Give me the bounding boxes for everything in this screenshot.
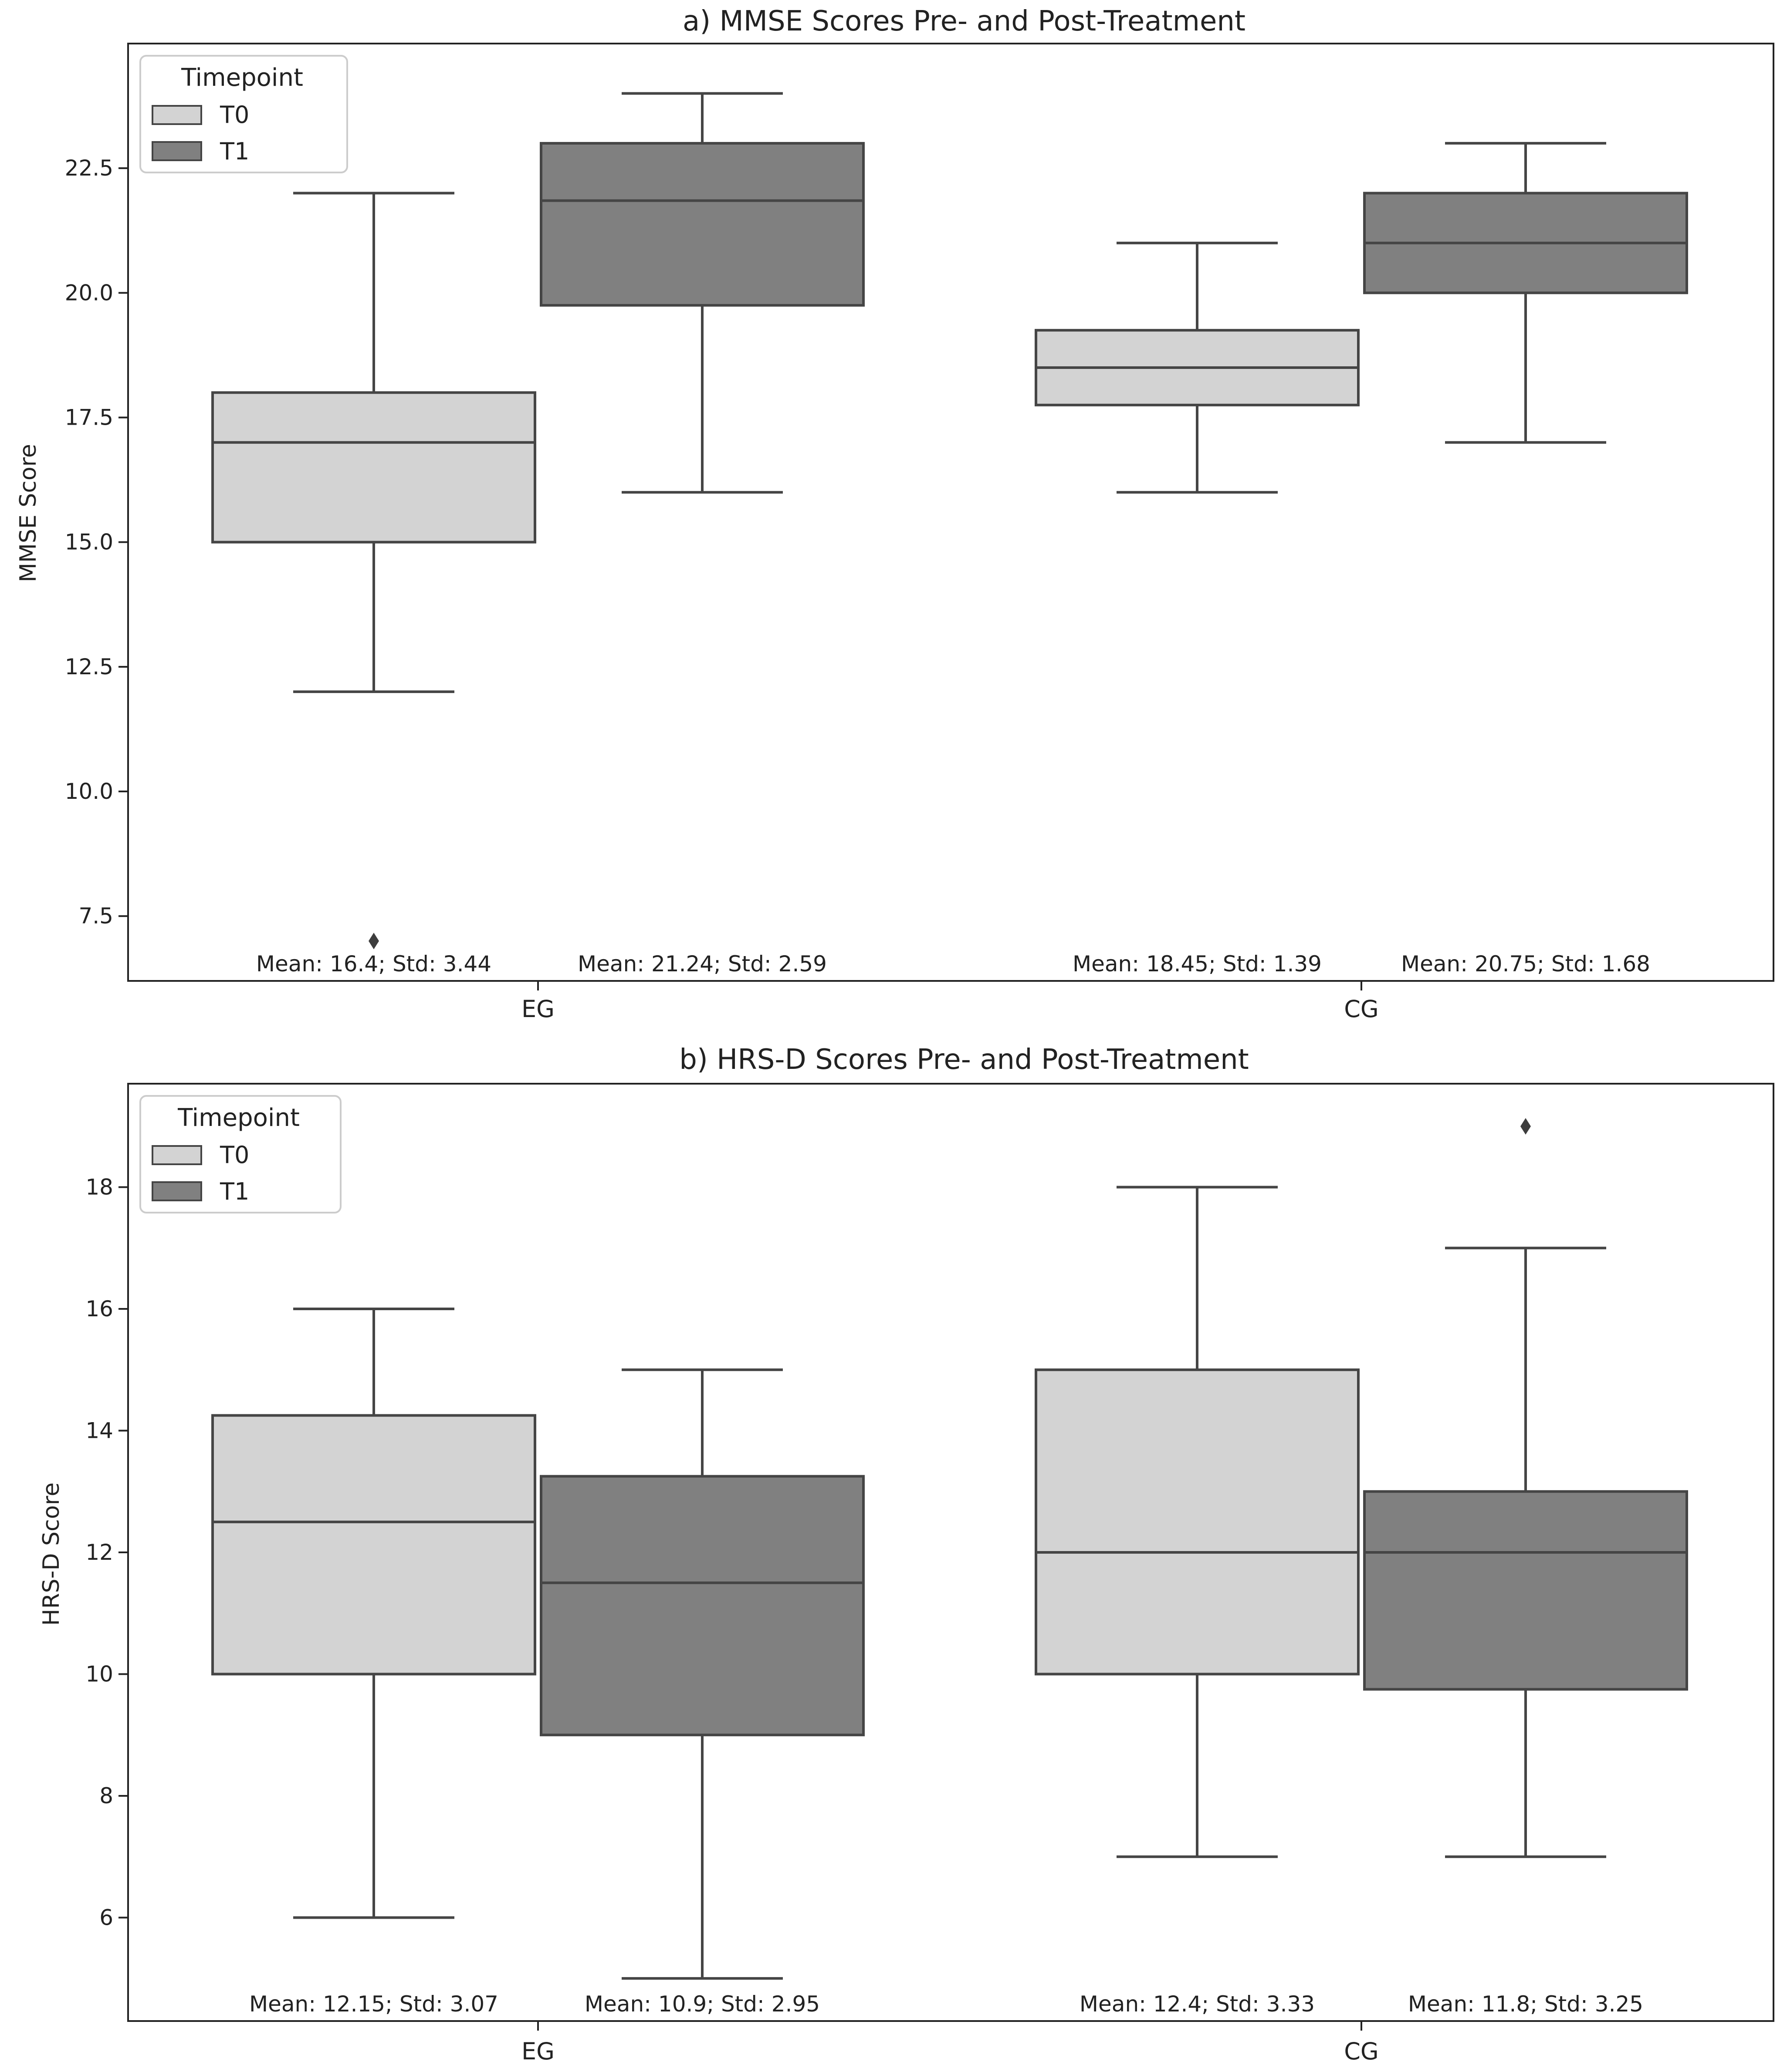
y-tick-label: 12.5 bbox=[65, 654, 113, 679]
y-tick-label: 6 bbox=[99, 1905, 113, 1930]
legend-title: Timepoint bbox=[177, 1104, 300, 1132]
annotation-cg-t0: Mean: 12.4; Std: 3.33 bbox=[1080, 1991, 1315, 2017]
annotation-eg-t1: Mean: 21.24; Std: 2.59 bbox=[578, 951, 827, 977]
y-tick-label: 8 bbox=[99, 1783, 113, 1808]
y-tick-label: 14 bbox=[85, 1418, 113, 1443]
panel-mmse: a) MMSE Scores Pre- and Post-Treatment M… bbox=[15, 5, 1774, 1023]
chart-title: b) HRS-D Scores Pre- and Post-Treatment bbox=[679, 1044, 1249, 1076]
y-axis-label: MMSE Score bbox=[15, 444, 41, 582]
annotation-eg-t1: Mean: 10.9; Std: 2.95 bbox=[585, 1991, 820, 2017]
x-category-label-eg: EG bbox=[521, 2038, 555, 2065]
y-tick-label: 17.5 bbox=[65, 405, 113, 430]
y-tick-label: 20.0 bbox=[65, 280, 113, 305]
legend-label-t1: T1 bbox=[220, 1178, 249, 1205]
y-tick-label: 12 bbox=[85, 1540, 113, 1565]
annotation-eg-t0: Mean: 16.4; Std: 3.44 bbox=[256, 951, 491, 977]
plot-frame bbox=[127, 43, 1774, 982]
annotation-cg-t0: Mean: 18.45; Std: 1.39 bbox=[1073, 951, 1322, 977]
legend: Timepoint T0 T1 bbox=[139, 55, 348, 173]
chart-title: a) MMSE Scores Pre- and Post-Treatment bbox=[683, 5, 1245, 37]
box-eg-t1 bbox=[540, 1475, 865, 1737]
y-tick-label: 10.0 bbox=[65, 779, 113, 804]
plot-frame bbox=[127, 1083, 1774, 2022]
annotation-cg-t1: Mean: 11.8; Std: 3.25 bbox=[1408, 1991, 1643, 2017]
y-tick-label: 10 bbox=[85, 1661, 113, 1687]
outlier-eg-t0 bbox=[369, 933, 379, 950]
box-eg-t1 bbox=[540, 142, 865, 307]
legend-label-t1: T1 bbox=[220, 138, 249, 165]
x-category-label-eg: EG bbox=[521, 995, 555, 1023]
legend-swatch-t0 bbox=[152, 1145, 202, 1165]
legend-swatch-t0 bbox=[152, 105, 202, 125]
box-cg-t1 bbox=[1363, 1490, 1688, 1691]
y-tick-label: 7.5 bbox=[78, 903, 113, 929]
plot-marks: 7.5 10.0 12.5 15.0 17.5 20.0 22.5 Mean: 16.4; S… bbox=[65, 92, 1688, 990]
outlier-cg-t1 bbox=[1520, 1118, 1531, 1135]
y-axis-label: HRS-D Score bbox=[38, 1482, 64, 1626]
annotation-cg-t1: Mean: 20.75; Std: 1.68 bbox=[1401, 951, 1650, 977]
legend: Timepoint T0 T1 bbox=[139, 1095, 342, 1213]
y-tick-label: 22.5 bbox=[65, 155, 113, 181]
x-category-label-cg: CG bbox=[1344, 995, 1379, 1023]
plot-marks: 6 8 10 12 14 16 18 Mean: 12.15; Std: 3.07 Mean: … bbox=[85, 1118, 1688, 2031]
legend-swatch-t1 bbox=[152, 141, 202, 161]
legend-label-t0: T0 bbox=[220, 1141, 249, 1169]
box-cg-t0 bbox=[1035, 1368, 1360, 1676]
legend-title: Timepoint bbox=[181, 64, 303, 92]
legend-label-t0: T0 bbox=[220, 101, 249, 128]
box-eg-t0 bbox=[211, 391, 536, 544]
panel-hrsd: b) HRS-D Scores Pre- and Post-Treatment … bbox=[38, 1044, 1774, 2065]
y-tick-label: 16 bbox=[85, 1296, 113, 1322]
x-category-label-cg: CG bbox=[1344, 2038, 1379, 2065]
legend-swatch-t1 bbox=[152, 1181, 202, 1201]
annotation-eg-t0: Mean: 12.15; Std: 3.07 bbox=[249, 1991, 498, 2017]
y-tick-label: 18 bbox=[85, 1175, 113, 1200]
y-tick-label: 15.0 bbox=[65, 530, 113, 555]
box-eg-t0 bbox=[211, 1414, 536, 1676]
